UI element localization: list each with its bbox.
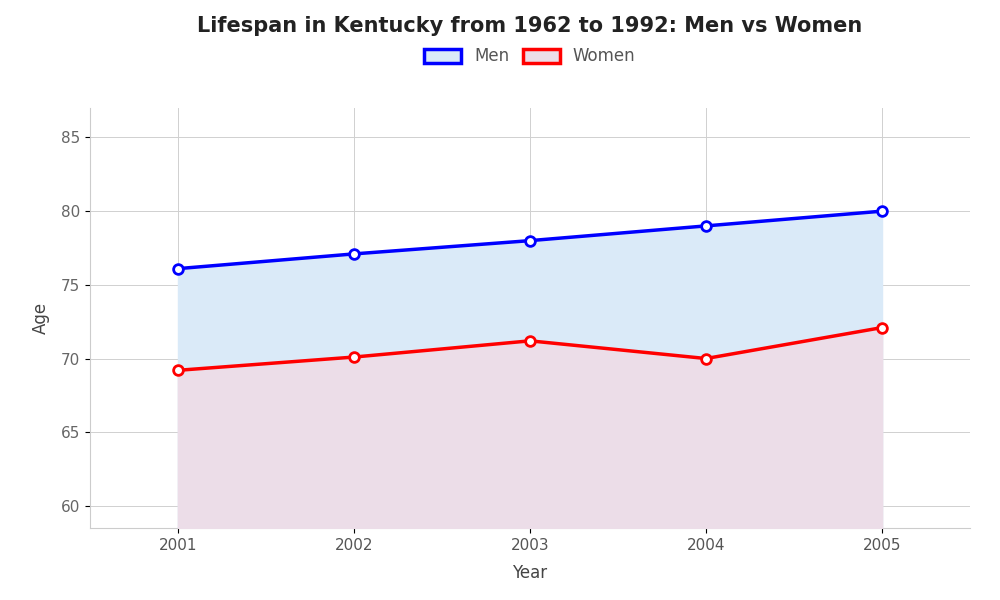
Y-axis label: Age: Age <box>32 302 50 334</box>
Title: Lifespan in Kentucky from 1962 to 1992: Men vs Women: Lifespan in Kentucky from 1962 to 1992: … <box>197 16 863 35</box>
X-axis label: Year: Year <box>512 564 548 582</box>
Legend: Men, Women: Men, Women <box>418 41 642 72</box>
